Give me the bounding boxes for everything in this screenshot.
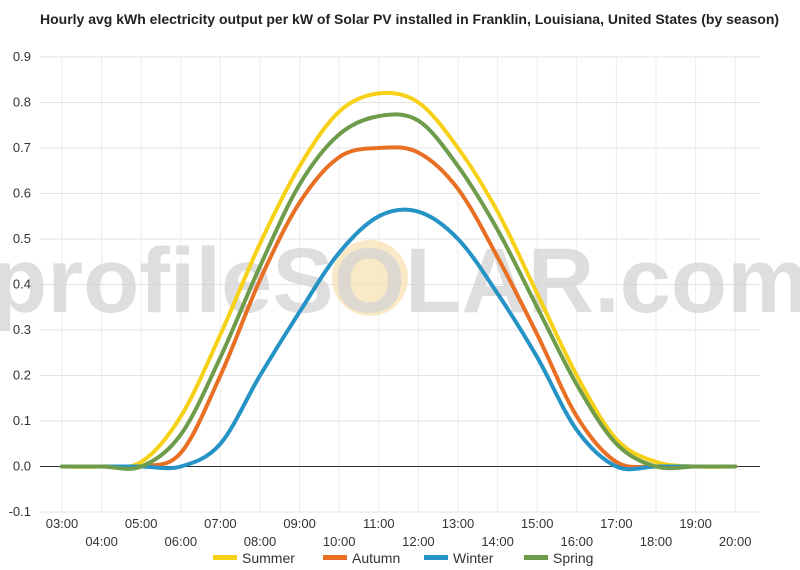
x-tick-label: 16:00	[561, 534, 594, 549]
legend-label-spring: Spring	[553, 550, 593, 566]
x-tick-label: 12:00	[402, 534, 435, 549]
x-tick-label: 18:00	[640, 534, 673, 549]
x-tick-label: 08:00	[244, 534, 277, 549]
y-tick-label: 0.2	[13, 368, 31, 383]
series-line-autumn	[60, 145, 738, 470]
y-tick-label: 0.0	[13, 459, 31, 474]
x-tick-label: 20:00	[719, 534, 752, 549]
legend-swatch-winter	[424, 555, 448, 560]
legend-swatch-spring	[524, 555, 548, 560]
series-line-winter	[60, 207, 738, 472]
series-line-spring	[60, 112, 738, 471]
x-tick-label: 06:00	[165, 534, 198, 549]
legend-label-autumn: Autumn	[352, 550, 400, 566]
x-tick-label: 09:00	[283, 516, 316, 531]
watermark: profileSOLAR.com	[0, 230, 800, 332]
y-tick-label: 0.3	[13, 322, 31, 337]
legend-swatch-autumn	[323, 555, 347, 560]
watermark-sun-icon	[332, 240, 408, 316]
grid-lines	[40, 56, 760, 513]
x-tick-label: 03:00	[46, 516, 79, 531]
y-tick-label: 0.6	[13, 186, 31, 201]
y-tick-label: 0.7	[13, 140, 31, 155]
x-tick-label: 15:00	[521, 516, 554, 531]
y-tick-label: 0.8	[13, 95, 31, 110]
x-tick-label: 19:00	[679, 516, 712, 531]
watermark-text: profileSOLAR.com	[0, 230, 800, 332]
y-tick-label: 0.1	[13, 413, 31, 428]
y-tick-label: 0.4	[13, 277, 31, 292]
x-tick-label: 07:00	[204, 516, 237, 531]
chart-title: Hourly avg kWh electricity output per kW…	[40, 11, 780, 27]
x-tick-label: 05:00	[125, 516, 158, 531]
x-tick-label: 11:00	[363, 516, 395, 531]
x-tick-label: 14:00	[481, 534, 514, 549]
legend-label-winter: Winter	[453, 550, 494, 566]
series-line-summer	[60, 90, 738, 470]
x-tick-label: 17:00	[600, 516, 633, 531]
legend-swatch-summer	[213, 555, 237, 560]
x-tick-label: 10:00	[323, 534, 356, 549]
legend-label-summer: Summer	[242, 550, 295, 566]
y-tick-label: 0.5	[13, 231, 31, 246]
axes: -0.1 0.0 0.1 0.2 0.3 0.4 0.5 0.6 0.7 0.8 0.9 03:00 0…	[9, 49, 760, 549]
x-tick-label: 04:00	[85, 534, 118, 549]
series-lines	[60, 90, 738, 472]
legend: Summer Autumn Winter Spring	[213, 550, 593, 566]
y-tick-label: -0.1	[9, 504, 31, 519]
y-tick-label: 0.9	[13, 49, 31, 64]
x-tick-label: 13:00	[442, 516, 475, 531]
